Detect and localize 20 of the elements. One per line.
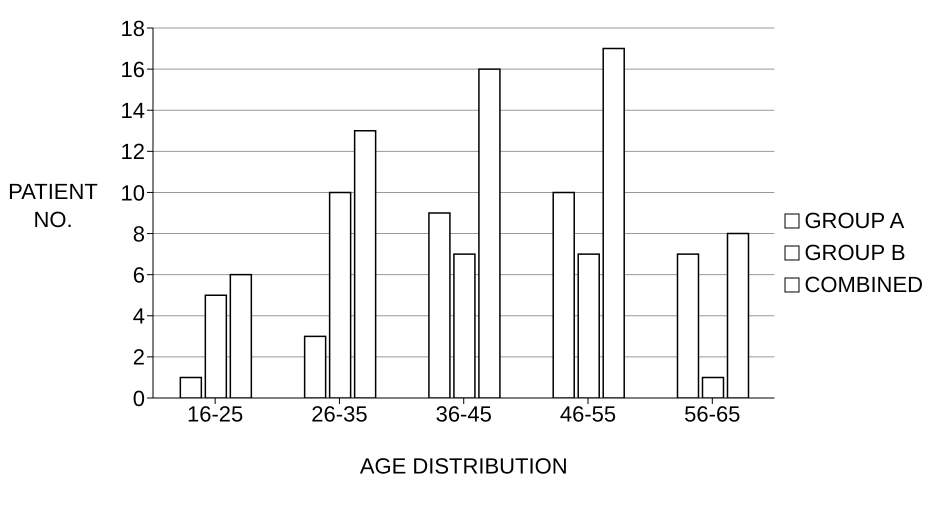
- y-axis-title: PATIENT NO.: [8, 179, 98, 232]
- legend-label: GROUP B: [804, 240, 906, 266]
- y-tick-label: 10: [120, 180, 145, 206]
- y-tick-label: 16: [120, 56, 145, 82]
- x-tick-label: 16-25: [187, 402, 244, 427]
- y-tick-label: 4: [132, 304, 145, 329]
- y-tick-label: 8: [132, 221, 145, 246]
- x-tick-label: 26-35: [311, 402, 368, 427]
- x-tick-label: 36-45: [436, 402, 492, 427]
- legend-label: COMBINED: [804, 272, 923, 298]
- y-tick-label: 14: [120, 98, 145, 124]
- legend-label: GROUP A: [804, 208, 904, 234]
- y-tick-label: 6: [132, 262, 145, 288]
- y-tick-label: 0: [132, 386, 145, 411]
- x-axis-title: AGE DISTRIBUTION: [360, 454, 568, 479]
- y-tick-label: 2: [132, 344, 145, 370]
- y-tick-label: 18: [120, 16, 145, 41]
- y-tick-label: 12: [120, 139, 145, 164]
- x-tick-label: 56-65: [684, 402, 740, 427]
- x-tick-label: 46-55: [560, 402, 616, 427]
